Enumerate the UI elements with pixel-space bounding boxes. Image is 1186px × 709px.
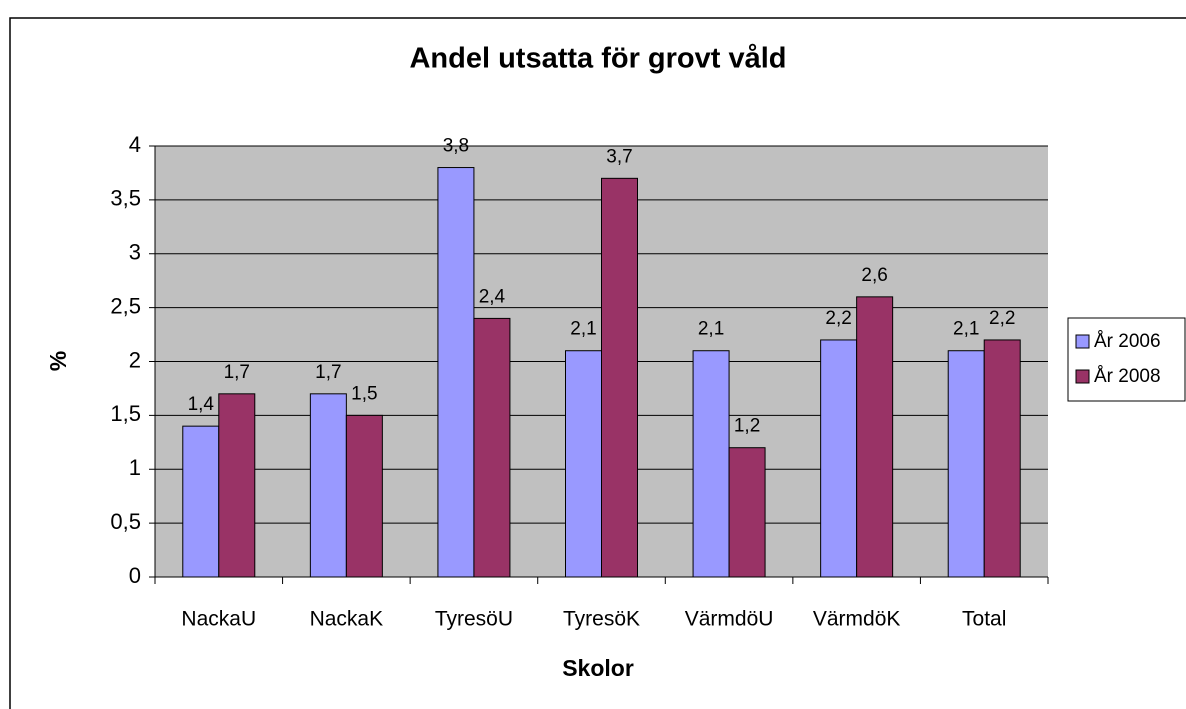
bar bbox=[856, 296, 894, 578]
bar bbox=[947, 350, 985, 578]
bar bbox=[820, 339, 858, 578]
bar bbox=[437, 167, 475, 578]
value-label: 2,2 bbox=[825, 308, 851, 329]
value-label: 3,7 bbox=[606, 146, 632, 167]
bar bbox=[983, 339, 1021, 578]
bar bbox=[728, 447, 766, 578]
x-tick-label: VärmdöK bbox=[813, 608, 901, 631]
x-tick-label: NackaK bbox=[310, 608, 384, 631]
bar bbox=[565, 350, 602, 578]
y-tick-label: 0 bbox=[129, 563, 141, 588]
value-label: 1,2 bbox=[734, 416, 760, 437]
x-tick-label: Total bbox=[962, 608, 1006, 631]
bar bbox=[218, 393, 256, 578]
bar bbox=[182, 425, 220, 578]
bar bbox=[692, 350, 730, 578]
value-label: 2,4 bbox=[479, 286, 506, 307]
value-label: 2,1 bbox=[698, 319, 724, 340]
y-tick-label: 3 bbox=[129, 240, 141, 265]
y-tick-label: 1,5 bbox=[110, 401, 141, 426]
value-label: 1,7 bbox=[315, 362, 341, 383]
x-tick-label: VärmdöU bbox=[685, 608, 774, 631]
y-tick-label: 4 bbox=[129, 132, 141, 157]
legend-swatch bbox=[1075, 334, 1090, 349]
y-axis-label: % bbox=[45, 351, 71, 371]
value-label: 1,7 bbox=[224, 362, 250, 383]
x-tick-label: TyresöU bbox=[435, 608, 513, 631]
legend-label: År 2006 bbox=[1094, 331, 1161, 352]
bar bbox=[345, 414, 383, 578]
chart-title: Andel utsatta för grovt våld bbox=[409, 43, 786, 75]
bar bbox=[473, 317, 511, 578]
x-axis-label: Skolor bbox=[562, 655, 634, 681]
y-tick-label: 2 bbox=[129, 347, 141, 372]
legend-label: År 2008 bbox=[1094, 366, 1161, 387]
value-label: 2,2 bbox=[989, 308, 1015, 329]
value-label: 1,4 bbox=[188, 394, 215, 415]
y-tick-label: 2,5 bbox=[110, 293, 141, 318]
legend-swatch bbox=[1075, 369, 1090, 384]
value-label: 2,1 bbox=[953, 319, 979, 340]
value-label: 3,8 bbox=[443, 136, 469, 157]
value-label: 2,1 bbox=[570, 319, 596, 340]
bar bbox=[309, 393, 347, 578]
y-tick-label: 1 bbox=[129, 455, 141, 480]
value-label: 2,6 bbox=[861, 265, 887, 286]
y-tick-label: 0,5 bbox=[110, 509, 141, 534]
value-label: 1,5 bbox=[351, 383, 377, 404]
legend-box bbox=[1067, 317, 1186, 402]
x-tick-label: TyresöK bbox=[563, 608, 640, 631]
x-tick-label: NackaU bbox=[181, 608, 256, 631]
y-tick-label: 3,5 bbox=[110, 186, 141, 211]
bar bbox=[601, 177, 638, 578]
